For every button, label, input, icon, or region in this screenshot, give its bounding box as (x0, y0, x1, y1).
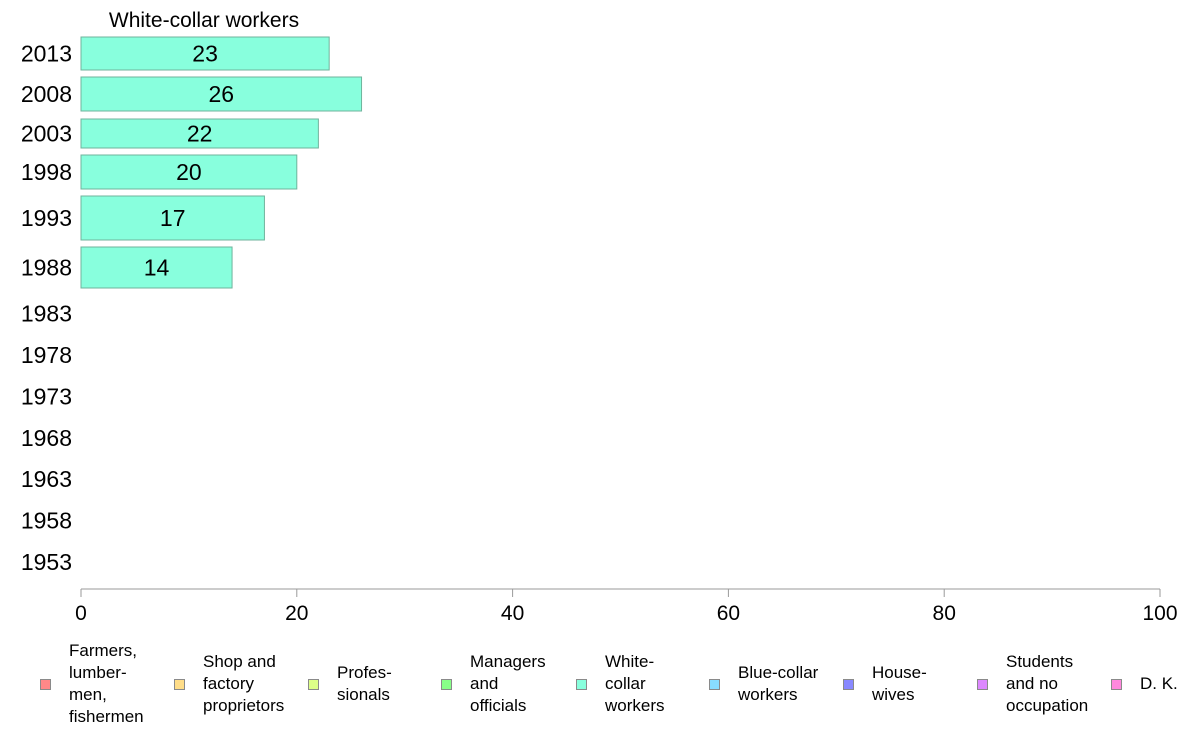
chart-title: White-collar workers (109, 9, 299, 32)
data-label-2013: 23 (192, 41, 218, 67)
bar-1998 (80, 154, 298, 190)
category-label-1963: 1963 (21, 466, 72, 492)
legend-item: Blue-collar workers (709, 646, 818, 722)
category-label-2013: 2013 (21, 41, 72, 67)
category-label-2008: 2008 (21, 81, 72, 107)
x-tick-label-60: 60 (717, 602, 740, 625)
legend-swatch (1111, 678, 1122, 690)
x-tick-label-80: 80 (933, 602, 956, 625)
legend-label: Shop and factory proprietors (203, 652, 285, 715)
data-label-2008: 26 (208, 81, 234, 107)
legend-swatch (576, 678, 587, 690)
legend-item: Shop and factory proprietors (174, 646, 284, 722)
data-label-1993: 17 (160, 205, 186, 231)
bar-2013 (80, 36, 330, 71)
category-label-1968: 1968 (21, 425, 72, 451)
data-label-1998: 20 (176, 159, 202, 185)
legend-item: Students and no occupation (977, 646, 1088, 722)
legend-label: House- wives (872, 663, 927, 704)
legend-swatch (977, 678, 988, 690)
legend-swatch (40, 678, 51, 690)
category-label-1958: 1958 (21, 508, 72, 534)
bar-2003 (80, 118, 319, 149)
x-tick-label-40: 40 (501, 602, 524, 625)
legend-swatch (441, 678, 452, 690)
category-label-1978: 1978 (21, 342, 72, 368)
legend: Farmers, lumber- men, fishermen Shop and … (0, 641, 1188, 728)
legend-item: Managers and officials (441, 646, 546, 722)
category-label-1998: 1998 (21, 159, 72, 185)
legend-label: Farmers, lumber- men, fishermen (69, 641, 144, 726)
bar-1993 (80, 195, 265, 241)
legend-label: D. K. (1140, 674, 1178, 693)
legend-item: Profes- sionals (308, 646, 392, 722)
x-tick-label-0: 0 (75, 602, 87, 625)
category-label-1983: 1983 (21, 301, 72, 327)
legend-swatch (308, 678, 319, 690)
legend-label: White- collar workers (605, 652, 665, 715)
legend-item: White- collar workers (576, 646, 665, 722)
x-tick-label-20: 20 (285, 602, 308, 625)
category-label-2003: 2003 (21, 121, 72, 147)
category-label-1953: 1953 (21, 549, 72, 575)
bars-group: 23 26 22 20 17 14 (80, 36, 363, 289)
legend-item: House- wives (843, 646, 927, 722)
legend-swatch (174, 678, 185, 690)
x-axis: 0 20 40 60 80 100 (75, 588, 1178, 625)
category-label-1973: 1973 (21, 384, 72, 410)
legend-label: Profes- sionals (337, 663, 392, 704)
category-label-1988: 1988 (21, 255, 72, 281)
category-label-1993: 1993 (21, 205, 72, 231)
legend-swatch (709, 678, 720, 690)
legend-label: Managers and officials (470, 652, 546, 715)
bar-1988 (80, 246, 233, 289)
legend-item: D. K. (1111, 646, 1178, 722)
legend-label: Blue-collar workers (738, 663, 819, 704)
data-label-2003: 22 (187, 121, 213, 147)
bar-2008 (80, 76, 363, 112)
legend-item: Farmers, lumber- men, fishermen (40, 641, 144, 726)
x-tick-label-100: 100 (1142, 602, 1177, 625)
category-labels: 2013 2008 2003 1998 1993 1988 1983 1978 1973 1968… (21, 41, 72, 576)
legend-label: Students and no occupation (1006, 652, 1089, 715)
data-label-1988: 14 (144, 255, 170, 281)
legend-swatch (843, 678, 854, 690)
